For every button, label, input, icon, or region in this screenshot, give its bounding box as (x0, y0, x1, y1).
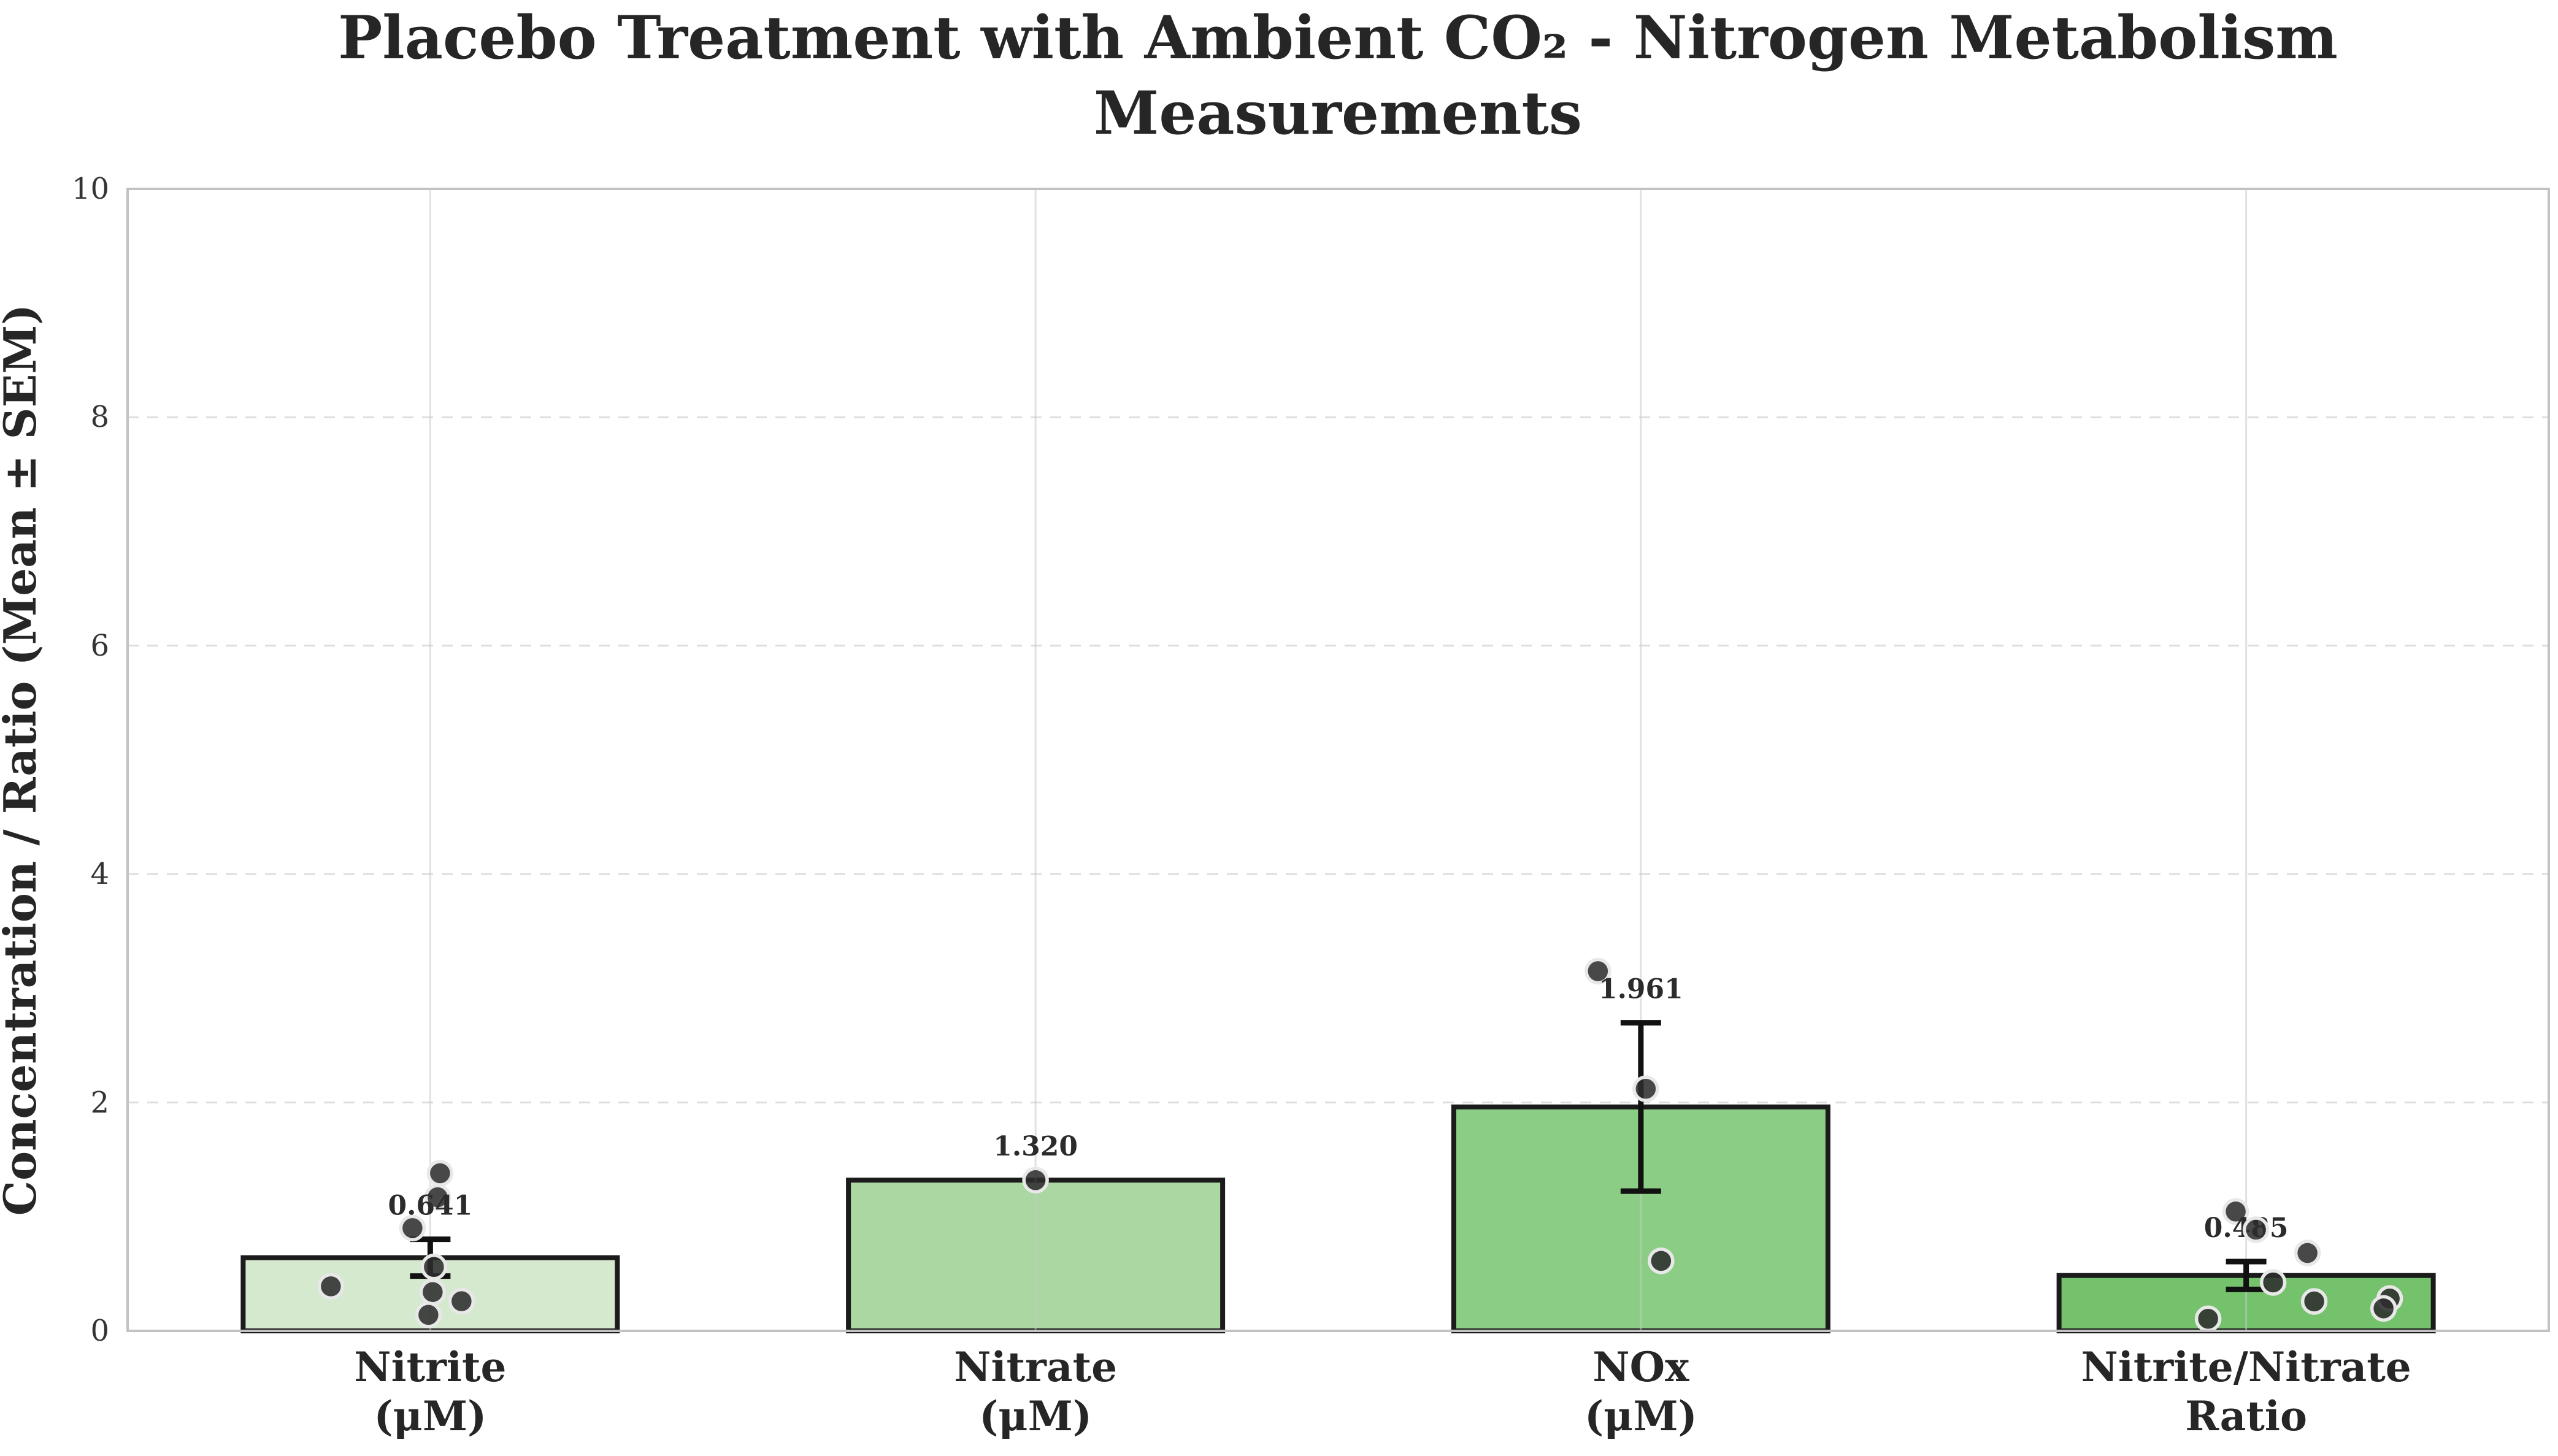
data-point (2222, 1198, 2249, 1225)
data-point (1584, 957, 1611, 985)
data-point (448, 1287, 475, 1315)
y-tick-label: 4 (90, 857, 109, 891)
data-point (2300, 1288, 2328, 1315)
static-labels: Placebo Treatment with Ambient CO₂ - Nit… (0, 3, 2338, 1348)
data-point (420, 1253, 448, 1281)
plot-border (126, 188, 2550, 1332)
y-tick-label: 0 (90, 1314, 109, 1348)
data-point (424, 1184, 451, 1211)
chart-title-line1: Placebo Treatment with Ambient CO₂ - Nit… (338, 3, 2338, 72)
x-tick-label: (μM) (1584, 1392, 1697, 1440)
x-tick-label: Nitrate (954, 1343, 1117, 1391)
y-axis-label: Concentration / Ratio (Mean ± SEM) (0, 304, 46, 1216)
x-tick-label: Nitrite/Nitrate (2081, 1343, 2411, 1391)
data-point (2294, 1240, 2321, 1266)
value-label: 1.320 (993, 1131, 1078, 1162)
data-point (426, 1160, 454, 1187)
data-point (2370, 1295, 2397, 1322)
value-label: 0.641 (388, 1190, 472, 1222)
data-point (419, 1278, 447, 1306)
y-tick-label: 6 (90, 629, 109, 663)
value-label: 1.961 (1599, 974, 1683, 1005)
x-tick-label: NOx (1592, 1343, 1689, 1391)
y-tick-label: 10 (72, 172, 109, 206)
data-point (2259, 1269, 2287, 1296)
y-tick-label: 8 (90, 400, 109, 434)
x-tick-label: (μM) (374, 1392, 486, 1440)
x-tick-label: Ratio (2185, 1392, 2307, 1440)
data-point (2242, 1216, 2270, 1243)
data-point (2194, 1305, 2222, 1333)
data-point (399, 1214, 426, 1242)
plot-area: 0.6411.3201.9610.485Nitrite(μM)Nitrate(μ… (128, 189, 2549, 1440)
chart-title-line2: Measurements (1094, 79, 1582, 148)
x-tick-label: (μM) (979, 1392, 1092, 1440)
data-point (1632, 1075, 1659, 1103)
data-point (317, 1273, 345, 1300)
y-tick-label: 2 (90, 1086, 109, 1120)
data-point (1648, 1247, 1675, 1274)
data-point (415, 1301, 442, 1328)
x-tick-label: Nitrite (354, 1343, 506, 1391)
data-point (1022, 1167, 1049, 1194)
